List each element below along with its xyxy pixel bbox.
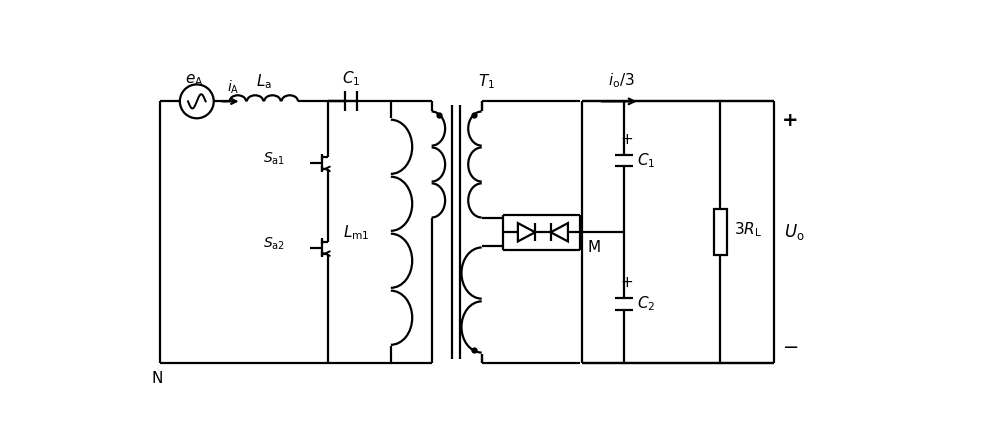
Bar <box>714 209 727 255</box>
Text: $e_{\mathrm{A}}$: $e_{\mathrm{A}}$ <box>185 72 204 88</box>
Text: $C_2$: $C_2$ <box>637 295 656 313</box>
Text: $C_1$: $C_1$ <box>637 151 656 170</box>
Text: $C_1$: $C_1$ <box>342 69 360 88</box>
Text: $U_{\mathrm{o}}$: $U_{\mathrm{o}}$ <box>784 222 804 242</box>
Text: M: M <box>587 240 600 255</box>
Text: $-$: $-$ <box>782 336 798 355</box>
Text: $i_{\mathrm{A}}$: $i_{\mathrm{A}}$ <box>227 79 239 96</box>
Text: +: + <box>620 275 633 290</box>
Text: $S_{\mathrm{a1}}$: $S_{\mathrm{a1}}$ <box>263 151 285 168</box>
Text: $L_{\mathrm{a}}$: $L_{\mathrm{a}}$ <box>256 72 272 91</box>
Text: $i_{\mathrm{o}}/3$: $i_{\mathrm{o}}/3$ <box>608 71 635 90</box>
Text: $L_{\mathrm{m1}}$: $L_{\mathrm{m1}}$ <box>343 223 369 242</box>
Text: $3R_{\mathrm{L}}$: $3R_{\mathrm{L}}$ <box>734 220 762 239</box>
Polygon shape <box>518 223 535 241</box>
Text: $T_1$: $T_1$ <box>478 72 495 91</box>
Polygon shape <box>551 223 568 241</box>
Text: $S_{\mathrm{a2}}$: $S_{\mathrm{a2}}$ <box>263 236 285 252</box>
Text: +: + <box>782 111 799 130</box>
Text: +: + <box>620 132 633 147</box>
Text: N: N <box>151 371 162 386</box>
